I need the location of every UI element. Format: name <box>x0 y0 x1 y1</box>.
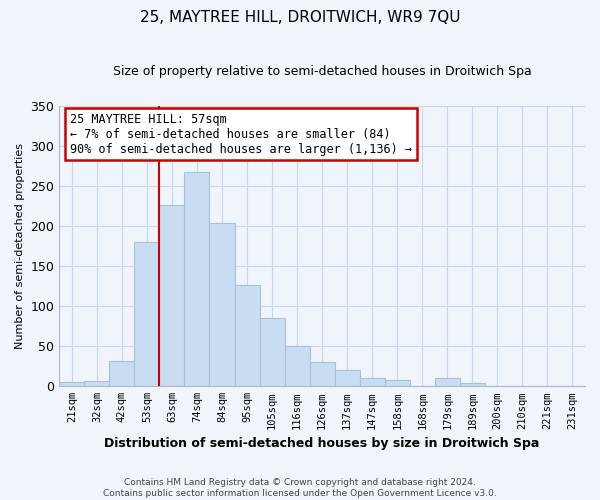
Bar <box>335 370 359 386</box>
X-axis label: Distribution of semi-detached houses by size in Droitwich Spa: Distribution of semi-detached houses by … <box>104 437 540 450</box>
Bar <box>385 380 410 386</box>
Bar <box>134 242 160 386</box>
Bar <box>184 172 209 386</box>
Bar <box>109 362 134 386</box>
Bar <box>209 222 235 386</box>
Bar <box>85 380 109 386</box>
Bar <box>435 378 460 386</box>
Bar <box>59 382 85 386</box>
Bar <box>284 346 310 387</box>
Bar <box>260 318 284 386</box>
Bar <box>160 205 184 386</box>
Bar <box>460 383 485 386</box>
Bar <box>359 378 385 386</box>
Bar <box>310 362 335 386</box>
Text: 25 MAYTREE HILL: 57sqm
← 7% of semi-detached houses are smaller (84)
90% of semi: 25 MAYTREE HILL: 57sqm ← 7% of semi-deta… <box>70 112 412 156</box>
Text: Contains HM Land Registry data © Crown copyright and database right 2024.
Contai: Contains HM Land Registry data © Crown c… <box>103 478 497 498</box>
Text: 25, MAYTREE HILL, DROITWICH, WR9 7QU: 25, MAYTREE HILL, DROITWICH, WR9 7QU <box>140 10 460 25</box>
Bar <box>235 285 260 386</box>
Title: Size of property relative to semi-detached houses in Droitwich Spa: Size of property relative to semi-detach… <box>113 65 532 78</box>
Y-axis label: Number of semi-detached properties: Number of semi-detached properties <box>15 143 25 349</box>
